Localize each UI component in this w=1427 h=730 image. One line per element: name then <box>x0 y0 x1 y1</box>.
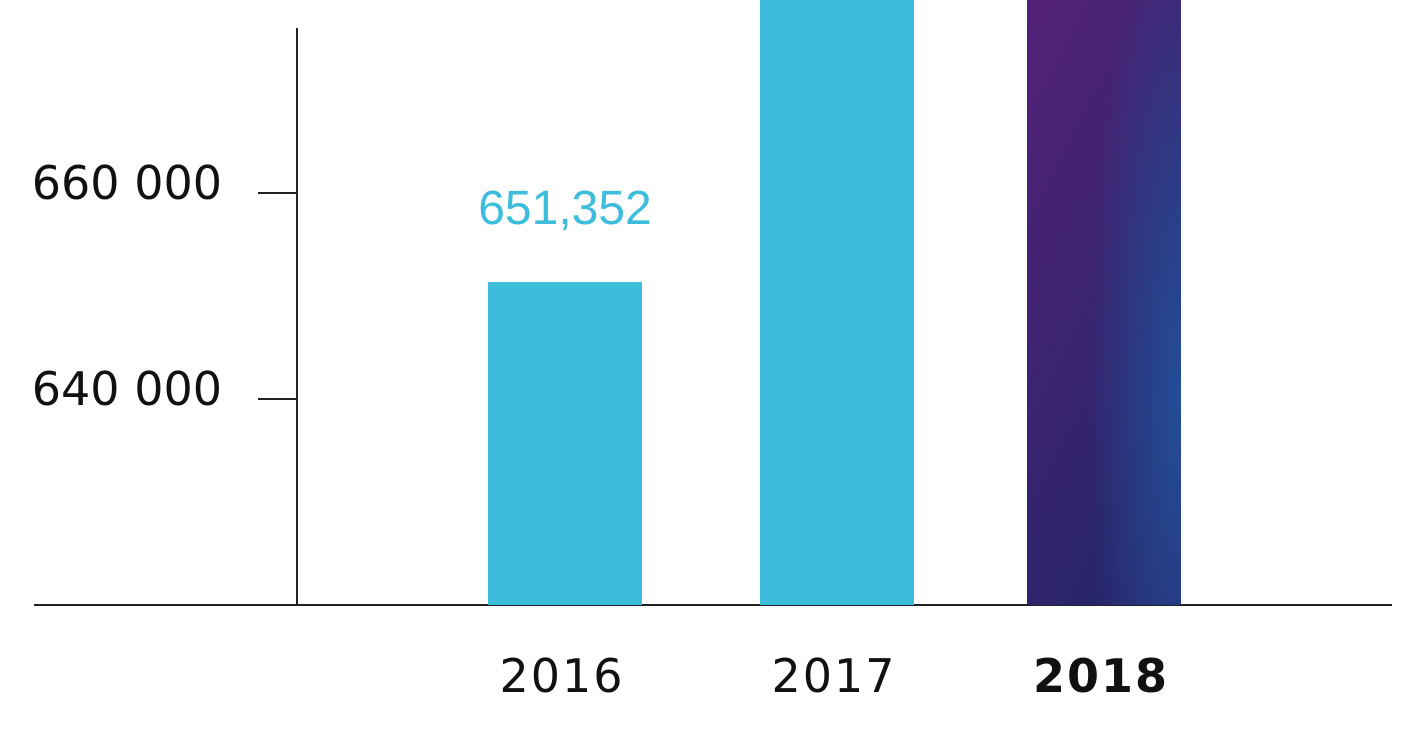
x-tick-label-2018: 2018 <box>1033 649 1169 703</box>
value-label-2016: 651,352 <box>478 182 652 235</box>
x-tick-label-2017: 2017 <box>771 649 896 703</box>
bar-2017 <box>760 0 914 605</box>
y-tick-label: 640 000 <box>32 362 222 416</box>
value-labels-group: 651,352684,741699,811 <box>478 182 652 235</box>
x-tick-label-2016: 2016 <box>499 649 624 703</box>
y-tick-label: 680 000 <box>32 0 222 4</box>
x-axis-labels: 2016 2017 2018 <box>499 649 1169 703</box>
y-tick-label: 660 000 <box>32 156 222 210</box>
bars-group <box>488 0 1181 605</box>
bar-2018-shading <box>1027 0 1181 605</box>
bar-2016 <box>488 282 642 605</box>
